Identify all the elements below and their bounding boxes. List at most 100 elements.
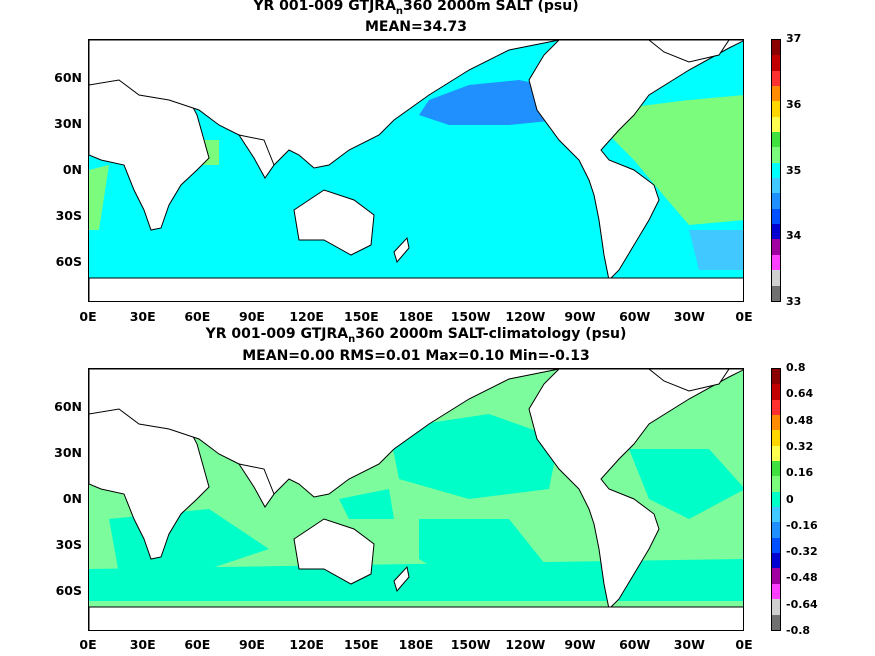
- colorbar-label: 0.64: [786, 387, 814, 401]
- lon-tick-label: 30E: [129, 637, 156, 652]
- colorbar-label: 35: [786, 163, 802, 177]
- lon-tick-label: 120E: [289, 309, 324, 324]
- lon-tick-label: 60W: [619, 309, 651, 324]
- lat-tick-label: 30N: [54, 445, 82, 460]
- colorbar-label: -0.32: [786, 545, 818, 559]
- lon-tick-label: 120W: [505, 309, 546, 324]
- bottom-map: [88, 368, 744, 631]
- lon-tick-label: 90W: [564, 637, 596, 652]
- colorbar-label: 0.16: [786, 466, 814, 480]
- colorbar-swatch: [772, 507, 780, 523]
- land-mass: [648, 369, 730, 392]
- top-map: [88, 39, 744, 302]
- colorbar-swatch: [772, 101, 780, 117]
- colorbar-swatch: [772, 208, 780, 225]
- salinity-patch: [339, 489, 394, 519]
- colorbar-swatch: [772, 430, 780, 446]
- colorbar-swatch: [772, 537, 780, 554]
- lon-tick-label: 90E: [239, 309, 265, 324]
- colorbar-label: 0.32: [786, 439, 814, 453]
- lon-tick-label: 150W: [450, 637, 491, 652]
- salinity-patch: [89, 559, 743, 601]
- lon-tick-label: 0E: [79, 309, 97, 324]
- lon-tick-label: 180E: [398, 637, 434, 652]
- salinity-patch: [389, 414, 559, 499]
- colorbar-label: -0.8: [786, 624, 811, 637]
- lat-tick-label: 60N: [54, 399, 82, 414]
- colorbar-label: 36: [786, 97, 802, 111]
- bottom-stats: MEAN=0.00 RMS=0.01 Max=0.10 Min=-0.13: [242, 348, 590, 364]
- salinity-patch: [689, 230, 743, 270]
- land-mass: [648, 40, 730, 63]
- colorbar-swatch: [772, 239, 780, 255]
- lon-tick-label: 30W: [673, 637, 705, 652]
- colorbar-swatch: [772, 55, 780, 71]
- colorbar-swatch: [772, 445, 780, 462]
- lon-tick-label: 90E: [239, 637, 265, 652]
- lon-tick-label: 150E: [344, 637, 379, 652]
- colorbar-swatch: [772, 369, 780, 385]
- colorbar-swatch: [772, 86, 780, 102]
- colorbar-swatch: [772, 254, 780, 271]
- land-mass: [528, 40, 743, 282]
- lon-tick-label: 150W: [450, 309, 491, 324]
- colorbar-swatch: [772, 147, 780, 163]
- colorbar-label: 0.8: [786, 361, 806, 374]
- colorbar-swatch: [772, 162, 780, 179]
- land-mass: [237, 463, 275, 508]
- bottom-colorbar: [771, 368, 781, 631]
- colorbar-label: 37: [786, 32, 802, 45]
- salinity-patch: [609, 95, 743, 225]
- colorbar-swatch: [772, 415, 780, 431]
- top-title: YR 001-009 GTJRAn360 2000m SALT (psu): [253, 0, 579, 17]
- colorbar-swatch: [772, 270, 780, 286]
- lon-tick-label: 60W: [619, 637, 651, 652]
- lon-tick-label: 90W: [564, 309, 596, 324]
- colorbar-swatch: [772, 285, 780, 301]
- colorbar-swatch: [772, 583, 780, 600]
- colorbar-swatch: [772, 568, 780, 584]
- lat-tick-label: 30N: [54, 116, 82, 131]
- lat-tick-label: 60N: [54, 70, 82, 85]
- land-mass: [89, 277, 743, 301]
- lon-tick-label: 30W: [673, 309, 705, 324]
- colorbar-swatch: [772, 461, 780, 477]
- salinity-patch: [629, 449, 743, 519]
- land-mass: [293, 518, 375, 585]
- top-stats: MEAN=34.73: [364, 19, 468, 35]
- colorbar-swatch: [772, 116, 780, 133]
- land-mass: [89, 369, 743, 498]
- colorbar-label: -0.16: [786, 518, 818, 532]
- colorbar-swatch: [772, 399, 780, 416]
- lon-tick-label: 0E: [735, 309, 753, 324]
- lat-tick-label: 0N: [62, 162, 82, 177]
- colorbar-label: 0: [786, 492, 794, 506]
- lon-tick-label: 120E: [289, 637, 324, 652]
- lat-tick-label: 30S: [55, 208, 82, 223]
- colorbar-swatch: [772, 40, 780, 56]
- colorbar-swatch: [772, 599, 780, 615]
- colorbar-swatch: [772, 224, 780, 240]
- land-mass: [528, 369, 743, 611]
- bottom-title: YR 001-009 GTJRAn360 2000m SALT-climatol…: [205, 326, 627, 345]
- land-mass: [89, 40, 743, 169]
- colorbar-label: 34: [786, 229, 802, 243]
- lat-tick-label: 30S: [55, 537, 82, 552]
- colorbar-swatch: [772, 132, 780, 148]
- lon-tick-label: 30E: [129, 309, 156, 324]
- colorbar-swatch: [772, 384, 780, 400]
- lon-tick-label: 150E: [344, 309, 379, 324]
- land-mass: [293, 189, 375, 256]
- lon-tick-label: 0E: [735, 637, 753, 652]
- land-mass: [393, 236, 410, 264]
- lon-tick-label: 120W: [505, 637, 546, 652]
- colorbar-swatch: [772, 553, 780, 569]
- colorbar-label: 0.48: [786, 413, 814, 427]
- lat-tick-label: 60S: [55, 254, 82, 269]
- colorbar-label: -0.48: [786, 571, 818, 585]
- land-mass: [89, 606, 743, 630]
- colorbar-swatch: [772, 178, 780, 194]
- lon-tick-label: 60E: [184, 309, 211, 324]
- colorbar-swatch: [772, 614, 780, 630]
- lon-tick-label: 180E: [398, 309, 434, 324]
